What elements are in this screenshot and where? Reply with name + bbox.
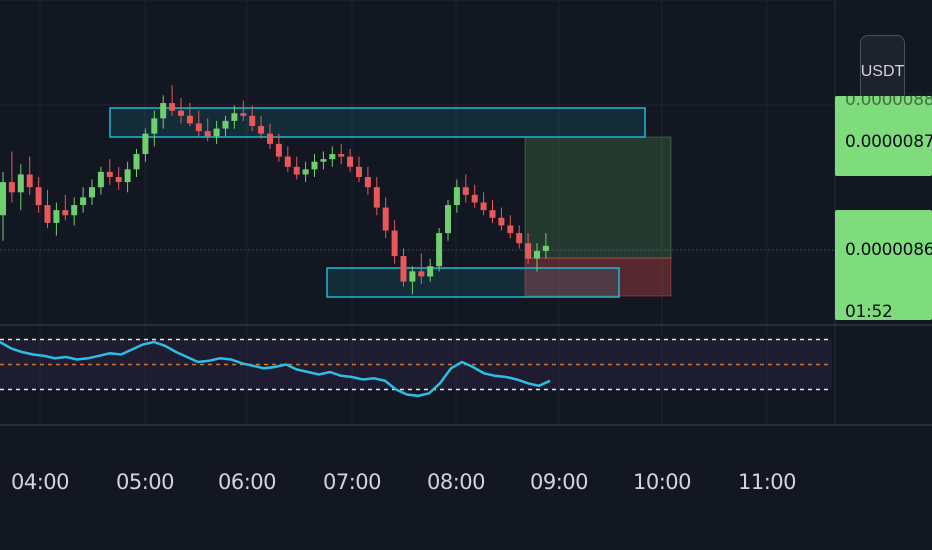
candle-body-7 [62, 210, 69, 216]
candle-body-41 [364, 177, 371, 188]
candle-body-54 [480, 202, 487, 211]
time-label-0400: 04:00 [10, 470, 70, 494]
candle-body-23 [204, 131, 211, 137]
candle-body-8 [71, 205, 78, 216]
candle-body-56 [498, 217, 505, 226]
candle-body-53 [471, 194, 478, 203]
candle-body-37 [329, 154, 336, 160]
candle-body-36 [320, 159, 327, 162]
candle-body-12 [106, 171, 113, 177]
candle-body-47 [418, 271, 425, 277]
candle-body-35 [311, 161, 318, 170]
candle-body-15 [133, 154, 140, 170]
candle-body-3 [26, 174, 33, 188]
candle-body-32 [284, 156, 291, 167]
drawing-zones [109, 107, 672, 298]
candle-body-21 [186, 115, 193, 124]
candle-body-14 [124, 169, 131, 183]
candle-body-31 [275, 143, 282, 157]
support-zone [326, 267, 620, 298]
candle-body-24 [213, 128, 220, 137]
chart-grid [0, 0, 835, 425]
candle-body-52 [462, 187, 469, 195]
candle-body-6 [53, 210, 60, 223]
candle-body-38 [338, 154, 345, 157]
candle-body-55 [489, 210, 496, 218]
candle-countdown: 01:52 [845, 302, 893, 322]
candle-body-51 [453, 187, 460, 206]
candle-body-9 [80, 197, 87, 206]
candle-body-19 [169, 103, 176, 111]
candle-body-34 [302, 169, 309, 175]
candle-body-46 [409, 271, 416, 282]
candle-body-59 [525, 243, 532, 259]
long-target-zone [524, 136, 672, 259]
time-label-1000: 10:00 [632, 470, 692, 494]
candle-body-28 [249, 115, 256, 126]
time-label-0500: 05:00 [115, 470, 175, 494]
candle-body-22 [195, 123, 202, 132]
rsi-pane [0, 338, 832, 398]
candle-body-39 [347, 156, 354, 167]
candle-body-57 [507, 225, 514, 234]
time-label-0700: 07:00 [322, 470, 382, 494]
candle-body-10 [89, 187, 95, 198]
candle-body-44 [391, 230, 398, 257]
candle-body-30 [267, 133, 273, 144]
candle-body-33 [293, 166, 300, 175]
candle-body-49 [436, 233, 443, 267]
candle-body-20 [178, 110, 184, 116]
time-label-0600: 06:00 [217, 470, 277, 494]
candle-body-42 [373, 187, 380, 208]
candle-body-48 [427, 266, 434, 277]
candle-body-58 [516, 233, 523, 244]
candle-body-2 [17, 174, 24, 193]
time-label-1100: 11:00 [737, 470, 797, 494]
candle-body-40 [356, 166, 362, 177]
time-label-0900: 09:00 [529, 470, 589, 494]
candle-body-29 [258, 126, 265, 134]
candle-body-26 [231, 113, 238, 121]
candle-body-1 [8, 182, 15, 193]
candle-body-43 [382, 207, 389, 231]
candle-body-18 [160, 103, 167, 119]
candle-body-13 [115, 177, 122, 183]
target-price-label: 0.00000876 [845, 132, 932, 152]
candle-body-60 [534, 250, 540, 259]
candle-body-4 [35, 187, 42, 206]
candle-body-27 [240, 113, 247, 116]
candle-body-45 [400, 256, 407, 282]
candle-body-0 [0, 182, 6, 216]
candle-body-50 [445, 205, 451, 234]
candle-body-25 [222, 120, 229, 129]
currency-label: USDT [860, 63, 905, 80]
candle-body-61 [542, 245, 549, 251]
long-stop-zone [524, 257, 672, 297]
candle-body-17 [151, 118, 158, 134]
candle-body-16 [142, 133, 149, 155]
rsi-line [0, 340, 551, 398]
time-label-0800: 08:00 [426, 470, 486, 494]
candlestick-series [0, 85, 549, 295]
candle-body-5 [44, 205, 51, 223]
candle-body-11 [97, 171, 104, 188]
